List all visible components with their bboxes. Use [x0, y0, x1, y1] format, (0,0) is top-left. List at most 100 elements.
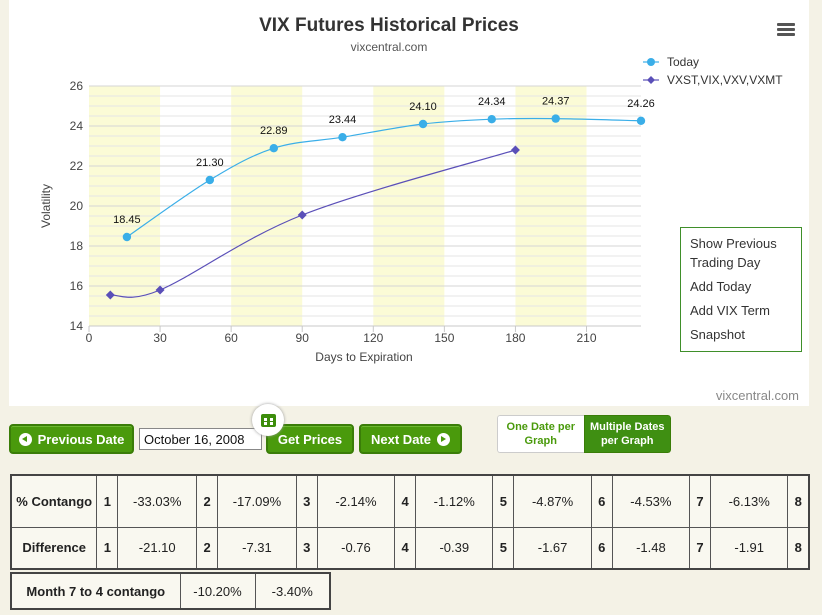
y-tick-label: 22: [70, 159, 84, 173]
y-tick-label: 16: [70, 279, 84, 293]
contango-header: % Contango: [10, 474, 98, 528]
month-number: 3: [295, 474, 318, 528]
table-row: Month 7 to 4 contango -10.20% -3.40%: [10, 572, 331, 610]
contango-value: -4.87%: [513, 474, 592, 528]
legend-label: VXST,VIX,VXV,VXMT: [667, 73, 783, 87]
add-vix-term-option[interactable]: Add VIX Term: [690, 303, 770, 318]
x-tick-label: 30: [153, 331, 167, 345]
x-tick-label: 150: [434, 331, 454, 345]
table-row: % Contango 1 -33.03% 2 -17.09% 3 -2.14% …: [10, 474, 810, 528]
graph-mode-toggle: One Date per Graph Multiple Dates per Gr…: [497, 415, 671, 453]
month-number: 6: [590, 526, 613, 570]
data-label: 23.44: [329, 114, 357, 126]
contango-table: % Contango 1 -33.03% 2 -17.09% 3 -2.14% …: [10, 474, 810, 570]
x-tick-label: 210: [576, 331, 596, 345]
next-date-label: Next Date: [371, 431, 431, 447]
contango-value: -4.53%: [611, 474, 691, 528]
month-number: 7: [689, 474, 711, 528]
month-contango-header: Month 7 to 4 contango: [10, 572, 181, 610]
multiple-dates-per-graph-option[interactable]: Multiple Dates per Graph: [583, 415, 671, 453]
x-tick-label: 90: [296, 331, 310, 345]
month-number: 8: [787, 474, 810, 528]
difference-value: -0.76: [316, 526, 396, 570]
x-axis-label: Days to Expiration: [315, 350, 412, 364]
y-tick-label: 26: [70, 79, 84, 93]
difference-value: -7.31: [217, 526, 297, 570]
one-date-per-graph-option[interactable]: One Date per Graph: [497, 415, 584, 453]
x-tick-label: 0: [86, 331, 93, 345]
y-tick-label: 18: [70, 239, 84, 253]
x-tick-label: 180: [505, 331, 525, 345]
month-number: 2: [196, 474, 219, 528]
month-contango-value: -10.20%: [179, 572, 256, 610]
data-label: 22.89: [260, 125, 288, 137]
data-point: [636, 116, 646, 126]
difference-value: -1.67: [513, 526, 592, 570]
month-number: 5: [492, 526, 515, 570]
get-prices-label: Get Prices: [277, 431, 343, 447]
legend-marker: [647, 76, 655, 84]
previous-date-label: Previous Date: [37, 431, 125, 447]
difference-value: -0.39: [415, 526, 494, 570]
series-line: [110, 149, 516, 298]
contango-value: -6.13%: [709, 474, 789, 528]
data-point: [205, 175, 215, 185]
month-number: 4: [394, 526, 417, 570]
x-tick-label: 60: [224, 331, 238, 345]
difference-value: -1.48: [611, 526, 691, 570]
previous-date-button[interactable]: Previous Date: [9, 424, 134, 454]
snapshot-option[interactable]: Snapshot: [690, 327, 745, 342]
chart-panel: VIX Futures Historical Prices vixcentral…: [9, 0, 809, 406]
data-point: [122, 232, 132, 242]
chart-svg: VIX Futures Historical Prices vixcentral…: [39, 15, 799, 403]
month-contango-value: -3.40%: [254, 572, 331, 610]
add-today-option[interactable]: Add Today: [690, 279, 752, 294]
month-number: 2: [196, 526, 219, 570]
y-axis-label: Volatility: [39, 184, 53, 228]
contango-value: -33.03%: [117, 474, 198, 528]
month-number: 4: [394, 474, 417, 528]
month-number: 7: [689, 526, 711, 570]
data-label: 24.34: [478, 96, 506, 108]
y-tick-label: 20: [70, 199, 84, 213]
data-point: [418, 119, 428, 129]
data-label: 24.10: [409, 101, 437, 113]
get-prices-button[interactable]: Get Prices: [266, 424, 354, 454]
legend-label: Today: [667, 55, 699, 69]
contango-value: -2.14%: [316, 474, 396, 528]
data-label: 21.30: [196, 157, 224, 169]
month-number: 1: [96, 474, 119, 528]
month-contango-table: Month 7 to 4 contango -10.20% -3.40%: [10, 572, 331, 610]
legend-marker: [647, 58, 655, 66]
data-label: 18.45: [113, 214, 141, 226]
month-number: 3: [295, 526, 318, 570]
table-row: Difference 1 -21.10 2 -7.31 3 -0.76 4 -0…: [10, 526, 810, 570]
arrow-left-icon: [18, 432, 32, 446]
legend: Today VXST,VIX,VXV,VXMT: [643, 55, 783, 87]
difference-value: -21.10: [117, 526, 198, 570]
arrow-right-icon: [436, 432, 450, 446]
y-tick-label: 24: [70, 119, 84, 133]
data-point: [269, 144, 278, 153]
data-point: [297, 210, 307, 220]
y-tick-label: 14: [70, 319, 84, 333]
chart-title: VIX Futures Historical Prices: [259, 15, 519, 36]
show-previous-day-option[interactable]: Show Previous Trading Day: [690, 236, 777, 270]
chart-subtitle: vixcentral.com: [351, 40, 428, 54]
date-input[interactable]: [139, 428, 262, 450]
next-date-button[interactable]: Next Date: [359, 424, 462, 454]
difference-value: -1.91: [709, 526, 789, 570]
x-tick-label: 120: [363, 331, 383, 345]
hamburger-menu-icon[interactable]: [777, 23, 795, 37]
chart-options-menu: Show Previous Trading Day Add Today Add …: [680, 227, 802, 352]
chart-credit[interactable]: vixcentral.com: [716, 388, 799, 403]
data-point: [338, 133, 347, 142]
difference-header: Difference: [10, 526, 98, 570]
calendar-icon[interactable]: [252, 404, 284, 436]
month-number: 5: [492, 474, 515, 528]
month-number: 8: [787, 526, 810, 570]
contango-value: -1.12%: [415, 474, 494, 528]
data-point: [551, 114, 560, 123]
data-label: 24.26: [627, 98, 655, 110]
data-label: 24.37: [542, 96, 570, 108]
